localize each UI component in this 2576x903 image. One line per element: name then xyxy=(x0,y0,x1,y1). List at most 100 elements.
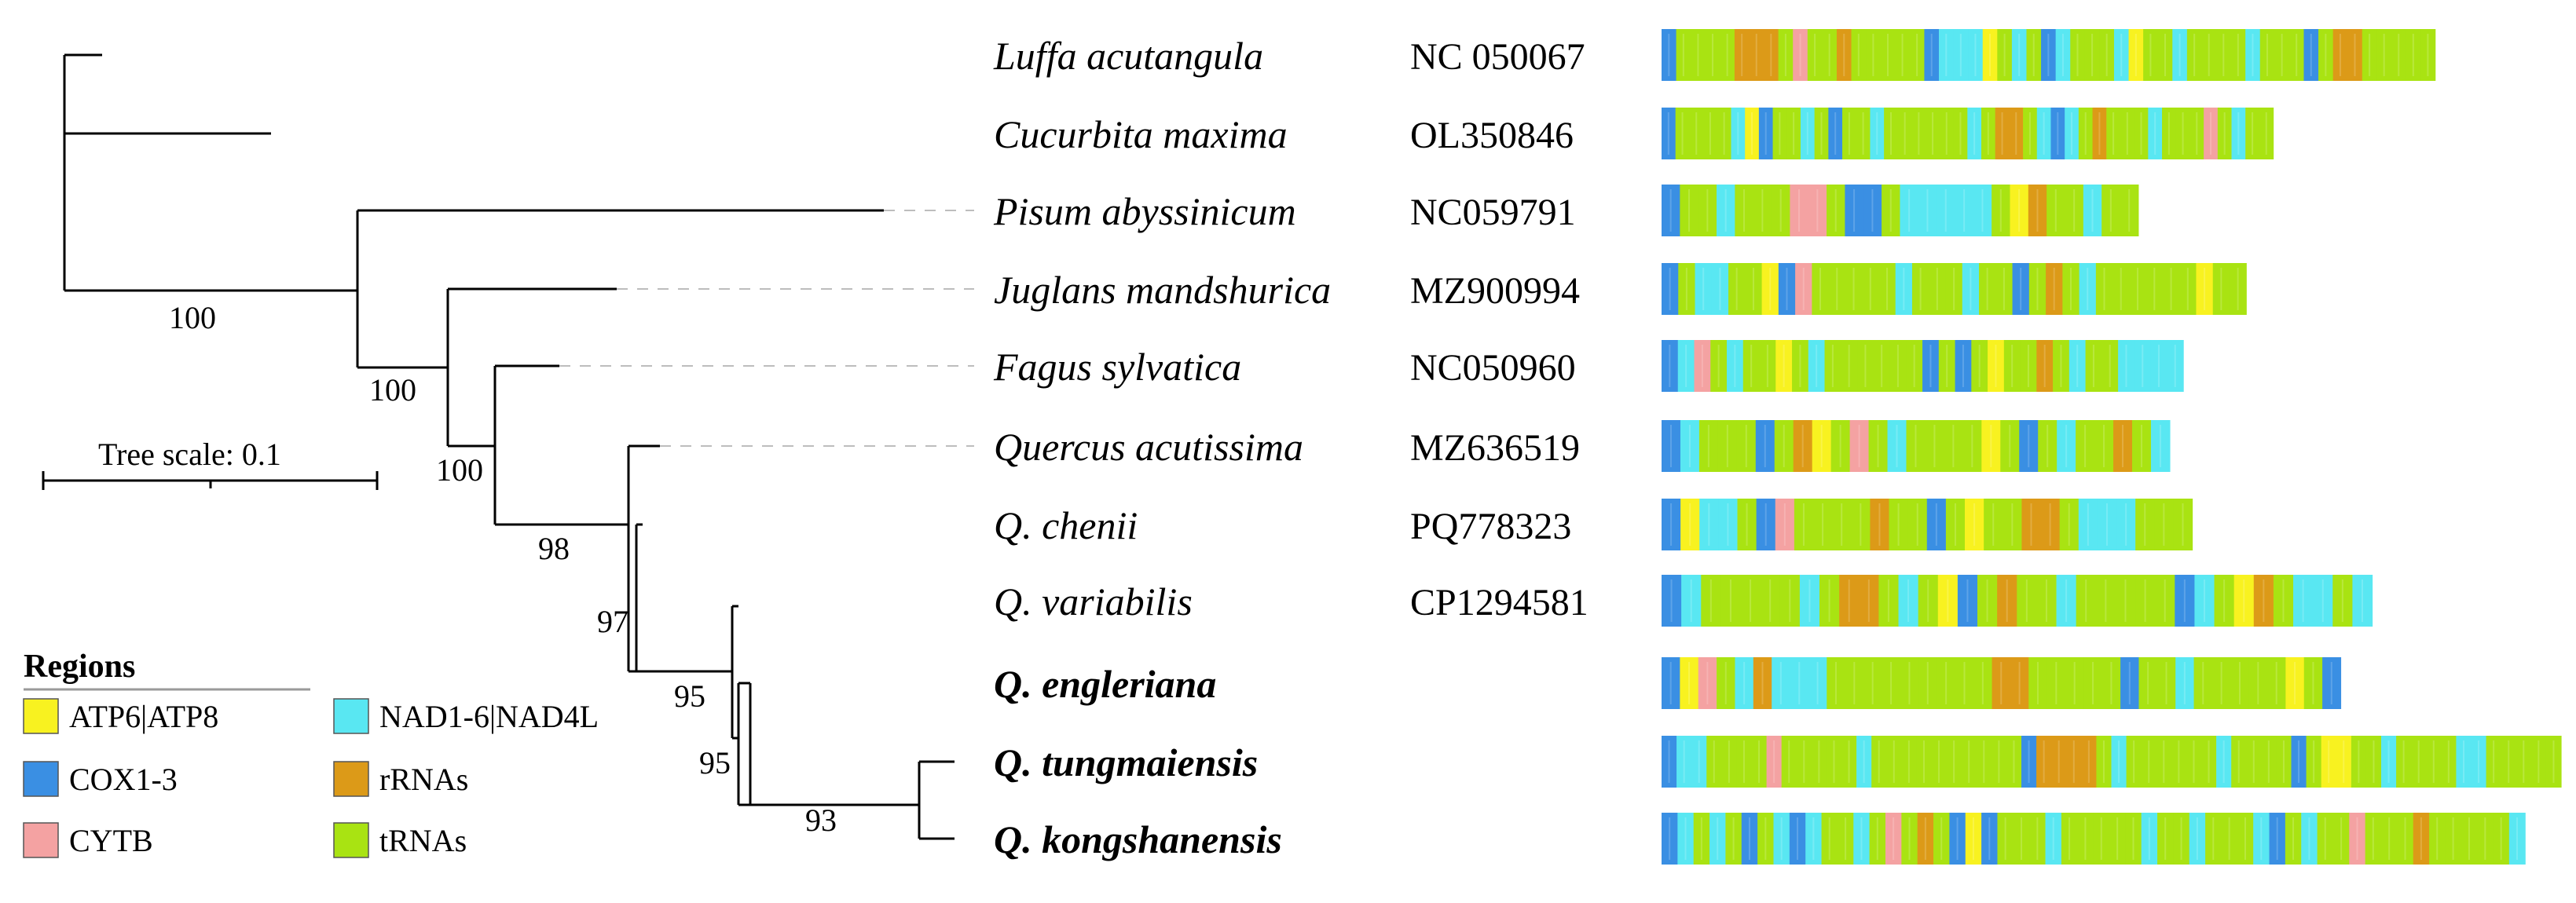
gene-segment xyxy=(2068,340,2087,392)
gene-order-bar xyxy=(1662,108,2274,159)
gene-segment xyxy=(1757,813,1775,865)
gene-segment xyxy=(2095,263,2113,315)
gene-segment xyxy=(2413,813,2430,865)
legend-swatch xyxy=(23,698,59,734)
gene-segment xyxy=(2101,340,2119,392)
gene-segment xyxy=(2291,736,2307,788)
gene-segment xyxy=(2036,575,2058,627)
gene-segment xyxy=(2411,736,2427,788)
legend-item: ATP6|ATP8 xyxy=(23,698,218,734)
gene-segment xyxy=(1709,813,1727,865)
gene-segment xyxy=(1710,340,1728,392)
legend-label: COX1-3 xyxy=(69,762,178,797)
gene-segment xyxy=(1755,420,1775,472)
gene-segment xyxy=(1992,185,2011,236)
gene-segment xyxy=(2365,813,2382,865)
gene-segment xyxy=(2028,185,2047,236)
gene-segment xyxy=(1794,499,1814,550)
gene-segment xyxy=(2113,29,2130,81)
gene-segment xyxy=(2112,263,2130,315)
gene-segment xyxy=(1662,736,1677,788)
gene-segment xyxy=(2221,813,2238,865)
gene-segment xyxy=(1828,108,1843,159)
gene-segment xyxy=(1961,736,1977,788)
gene-segment xyxy=(1681,575,1702,627)
gene-segment xyxy=(1821,813,1838,865)
gene-segment xyxy=(2132,420,2152,472)
gene-segment xyxy=(2109,813,2126,865)
gene-segment xyxy=(1957,575,1978,627)
gene-segment xyxy=(2545,736,2562,788)
gene-segment xyxy=(1862,263,1880,315)
gene-segment xyxy=(2179,263,2197,315)
gene-segment xyxy=(1675,108,1690,159)
gene-segment xyxy=(1793,29,1808,81)
gene-segment xyxy=(2171,736,2187,788)
gene-segment xyxy=(2053,340,2070,392)
gene-segment xyxy=(1824,340,1841,392)
gene-segment xyxy=(1837,813,1854,865)
gene-segment xyxy=(1988,340,2005,392)
accession-number: PQ778323 xyxy=(1410,506,1571,547)
gene-segment xyxy=(1918,657,1938,709)
gene-segment xyxy=(2259,29,2275,81)
gene-order-bar xyxy=(1662,499,2193,550)
gene-segment xyxy=(2155,575,2175,627)
gene-segment xyxy=(1727,340,1744,392)
gene-segment xyxy=(1901,736,1918,788)
gene-segment xyxy=(2150,420,2171,472)
gene-segment xyxy=(2313,575,2333,627)
gene-segment xyxy=(2150,340,2167,392)
gene-segment xyxy=(1790,657,1809,709)
gene-segment xyxy=(2097,499,2117,550)
gene-segment xyxy=(1984,499,2003,550)
gene-segment xyxy=(1873,340,1891,392)
gene-segment xyxy=(1962,420,1982,472)
gene-segment xyxy=(1680,420,1700,472)
gene-segment xyxy=(2157,29,2173,81)
gene-segment xyxy=(1992,657,2011,709)
gene-segment xyxy=(1759,340,1776,392)
gene-segment xyxy=(2047,657,2066,709)
regions-legend: Regions ATP6|ATP8 COX1-3 CYTB NAD1-6|NAD4L r… xyxy=(23,649,599,858)
gene-segment xyxy=(2095,575,2116,627)
legend-swatch xyxy=(23,761,59,797)
gene-segment xyxy=(1805,813,1823,865)
gene-segment xyxy=(1901,813,1918,865)
gene-segment xyxy=(1889,340,1907,392)
gene-segment xyxy=(2167,340,2184,392)
gene-segment xyxy=(2201,29,2217,81)
gene-segment xyxy=(2019,420,2039,472)
gene-segment xyxy=(2056,575,2077,627)
gene-segment xyxy=(2093,813,2110,865)
gene-segment xyxy=(1939,29,1955,81)
gene-segment xyxy=(2317,813,2334,865)
gene-segment xyxy=(2036,340,2054,392)
gene-segment xyxy=(2000,420,2020,472)
legend-swatch xyxy=(333,822,369,858)
legend-label: tRNAs xyxy=(379,823,467,858)
gene-segment xyxy=(2293,575,2314,627)
gene-segment xyxy=(1939,108,1955,159)
gene-segment xyxy=(1662,499,1681,550)
gene-segment xyxy=(1749,29,1764,81)
gene-segment xyxy=(2085,340,2102,392)
gene-segment xyxy=(1691,29,1706,81)
gene-segment xyxy=(2096,736,2112,788)
gene-segment xyxy=(1949,813,1966,865)
gene-segment xyxy=(1926,108,1940,159)
gene-segment xyxy=(1703,108,1718,159)
gene-segment xyxy=(2148,108,2163,159)
gene-order-bar xyxy=(1662,736,2562,788)
gene-segment xyxy=(1691,736,1707,788)
gene-segment xyxy=(2083,657,2103,709)
gene-segment xyxy=(2303,29,2319,81)
gene-segment xyxy=(1863,185,1882,236)
taxon-name: Quercus acutissima xyxy=(994,425,1303,469)
gene-segment xyxy=(2246,736,2262,788)
gene-segment xyxy=(1706,736,1722,788)
gene-segment xyxy=(2128,29,2144,81)
accession-number: MZ900994 xyxy=(1410,270,1580,312)
gene-segment xyxy=(1841,736,1857,788)
gene-segment xyxy=(2050,108,2065,159)
